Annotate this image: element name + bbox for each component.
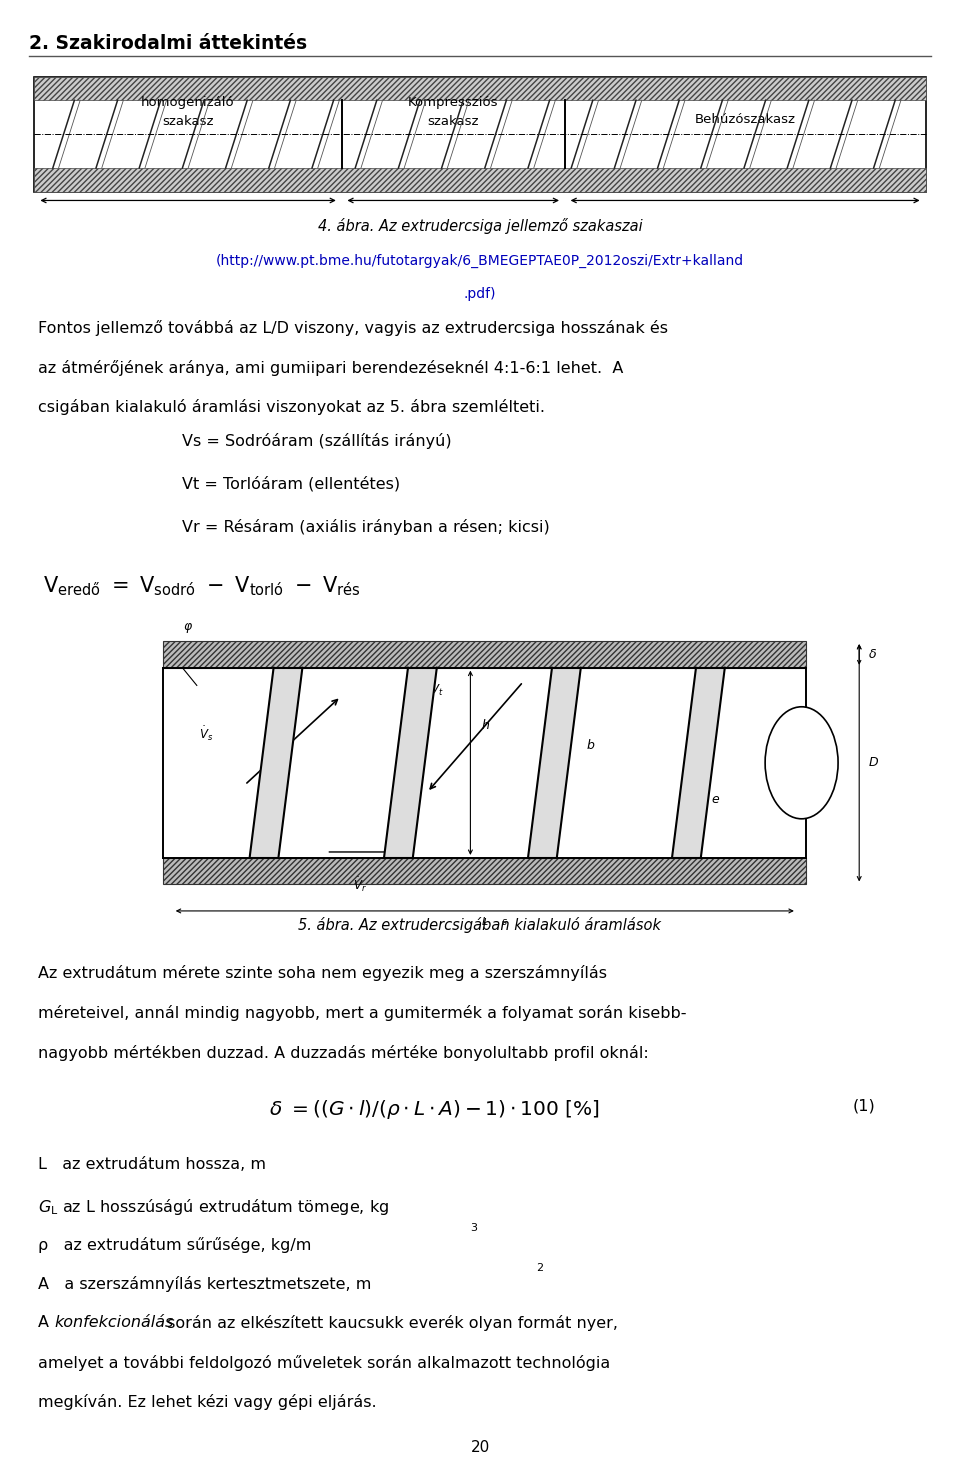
- Text: méreteivel, annál mindig nagyobb, mert a gumitermék a folyamat során kisebb-: méreteivel, annál mindig nagyobb, mert a…: [38, 1005, 687, 1021]
- Text: φ: φ: [183, 621, 191, 632]
- Text: konfekcionálás: konfekcionálás: [55, 1315, 174, 1330]
- Text: $G_{\mathrm{L}}$ az L hosszúságú extrudátum tömege, kg: $G_{\mathrm{L}}$ az L hosszúságú extrudá…: [38, 1197, 390, 1218]
- Text: ρ   az extrudátum sűrűsége, kg/m: ρ az extrudátum sűrűsége, kg/m: [38, 1237, 312, 1253]
- Text: δ: δ: [869, 649, 876, 660]
- Text: Az extrudátum mérete szinte soha nem egyezik meg a szerszámnyílás: Az extrudátum mérete szinte soha nem egy…: [38, 965, 608, 982]
- Bar: [34, 77, 926, 192]
- Bar: [163, 641, 806, 668]
- Text: Fontos jellemző továbbá az L/D viszony, vagyis az extrudercsiga hosszának és: Fontos jellemző továbbá az L/D viszony, …: [38, 320, 668, 336]
- Text: $\dot{V}_{s}$: $\dot{V}_{s}$: [200, 724, 213, 743]
- Text: 2. Szakirodalmi áttekintés: 2. Szakirodalmi áttekintés: [29, 34, 307, 53]
- Text: $\dot{V}_{t}$: $\dot{V}_{t}$: [430, 680, 444, 699]
- Polygon shape: [384, 668, 437, 858]
- Text: 2: 2: [536, 1263, 542, 1274]
- Text: e: e: [711, 793, 719, 806]
- Text: A   a szerszámnyílás kertesztmetszete, m: A a szerszámnyílás kertesztmetszete, m: [38, 1276, 372, 1293]
- Text: az átmérőjének aránya, ami gumiipari berendezéseknél 4:1-6:1 lehet.  A: az átmérőjének aránya, ami gumiipari ber…: [38, 360, 624, 376]
- Text: s: s: [502, 917, 507, 927]
- Text: 5. ábra. Az extrudercsigában kialakuló áramlások: 5. ábra. Az extrudercsigában kialakuló á…: [299, 917, 661, 933]
- Text: $\delta\ = ((G \cdot l) / (\rho \cdot L \cdot A) - 1) \cdot 100\ [\%]$: $\delta\ = ((G \cdot l) / (\rho \cdot L …: [269, 1098, 600, 1122]
- Text: 4. ábra. Az extrudercsiga jellemző szakaszai: 4. ábra. Az extrudercsiga jellemző szaka…: [318, 218, 642, 234]
- Bar: [34, 77, 926, 100]
- Text: L   az extrudátum hossza, m: L az extrudátum hossza, m: [38, 1157, 266, 1172]
- Text: .pdf): .pdf): [464, 287, 496, 301]
- Text: megkíván. Ez lehet kézi vagy gépi eljárás.: megkíván. Ez lehet kézi vagy gépi eljárá…: [38, 1394, 377, 1411]
- Text: (http://www.pt.bme.hu/futotargyak/6_BMEGEPTAE0P_2012oszi/Extr+kalland: (http://www.pt.bme.hu/futotargyak/6_BMEG…: [216, 254, 744, 268]
- Text: (1): (1): [852, 1098, 876, 1113]
- Text: nagyobb mértékben duzzad. A duzzadás mértéke bonyolultabb profil oknál:: nagyobb mértékben duzzad. A duzzadás mér…: [38, 1045, 649, 1061]
- Text: A: A: [38, 1315, 55, 1330]
- Text: során az elkészített kaucsukk everék olyan formát nyer,: során az elkészített kaucsukk everék oly…: [162, 1315, 618, 1331]
- Text: 20: 20: [470, 1440, 490, 1455]
- Text: homogenizáló
szakasz: homogenizáló szakasz: [141, 96, 234, 128]
- Text: Vt = Torlóáram (ellentétes): Vt = Torlóáram (ellentétes): [182, 476, 400, 492]
- Text: D: D: [869, 756, 878, 769]
- Text: $\mathrm{V}_{\mathrm{eredő}}\ =\ \mathrm{V}_{\mathrm{sodró}}\ -\ \mathrm{V}_{\ma: $\mathrm{V}_{\mathrm{eredő}}\ =\ \mathrm…: [43, 575, 361, 598]
- Text: csigában kialakuló áramlási viszonyokat az 5. ábra szemlélteti.: csigában kialakuló áramlási viszonyokat …: [38, 399, 545, 416]
- Text: Behúzószakasz: Behúzószakasz: [695, 113, 796, 125]
- Text: 3: 3: [470, 1223, 477, 1234]
- Text: $\dot{V}_{r}$: $\dot{V}_{r}$: [353, 876, 367, 895]
- Polygon shape: [528, 668, 581, 858]
- Text: L: L: [482, 917, 488, 927]
- Circle shape: [765, 708, 838, 820]
- Bar: [163, 858, 806, 884]
- Text: Vs = Sodróáram (szállítás irányú): Vs = Sodróáram (szállítás irányú): [182, 433, 452, 450]
- Text: Kompressziós
szakasz: Kompressziós szakasz: [408, 96, 498, 128]
- Text: b: b: [587, 738, 594, 752]
- Text: Vr = Résáram (axiális irányban a résen; kicsi): Vr = Résáram (axiális irányban a résen; …: [182, 519, 550, 535]
- Polygon shape: [672, 668, 725, 858]
- Text: amelyet a további feldolgozó műveletek során alkalmazott technológia: amelyet a további feldolgozó műveletek s…: [38, 1355, 611, 1371]
- Bar: [34, 168, 926, 192]
- Polygon shape: [250, 668, 302, 858]
- Text: h: h: [482, 719, 490, 733]
